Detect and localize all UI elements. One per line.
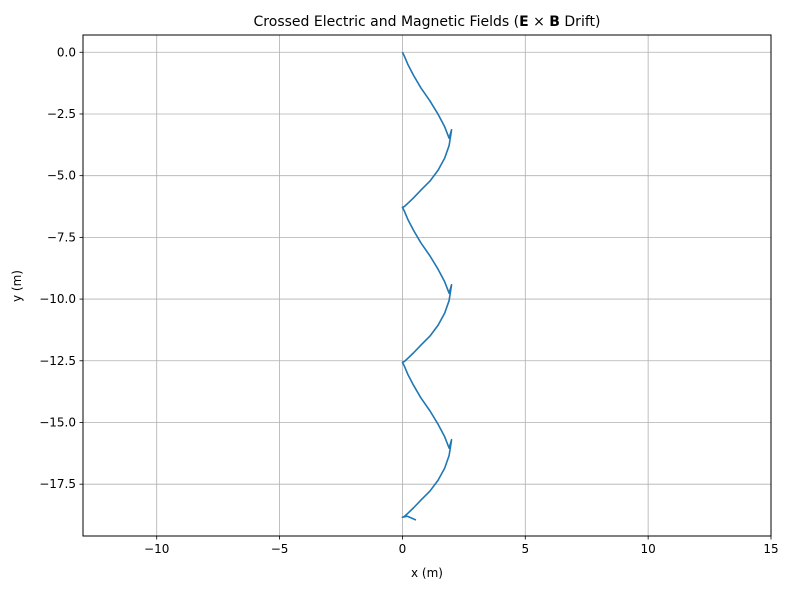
chart-title-b: B bbox=[549, 14, 560, 30]
y-axis-label: y (m) bbox=[10, 270, 24, 302]
x-tick-label: −10 bbox=[144, 542, 169, 556]
x-tick-label: 10 bbox=[641, 542, 656, 556]
chart-title-e: E bbox=[519, 14, 529, 30]
y-tick-label: −12.5 bbox=[39, 354, 76, 368]
y-tick-label: −5.0 bbox=[47, 169, 76, 183]
x-tick-label: −5 bbox=[271, 542, 289, 556]
x-axis: −10 −5 0 5 10 15 bbox=[144, 536, 779, 556]
x-axis-label: x (m) bbox=[411, 566, 443, 580]
y-tick-label: −10.0 bbox=[39, 292, 76, 306]
y-tick-label: −15.0 bbox=[39, 415, 76, 429]
chart-title-prefix: Crossed Electric and Magnetic Fields ( bbox=[254, 14, 520, 30]
y-tick-label: −7.5 bbox=[47, 230, 76, 244]
x-tick-label: 5 bbox=[521, 542, 529, 556]
x-tick-label: 0 bbox=[399, 542, 407, 556]
chart-title-suffix: Drift) bbox=[560, 14, 601, 30]
trajectory-line bbox=[401, 51, 453, 521]
y-tick-label: −2.5 bbox=[47, 107, 76, 121]
chart-title: Crossed Electric and Magnetic Fields (E … bbox=[254, 14, 601, 30]
x-tick-label: 15 bbox=[763, 542, 778, 556]
chart-title-times: × bbox=[529, 14, 550, 30]
y-axis: 0.0 −2.5 −5.0 −7.5 −10.0 −12.5 −15.0 −17.5 bbox=[39, 45, 83, 491]
y-tick-label: 0.0 bbox=[57, 45, 76, 59]
y-tick-label: −17.5 bbox=[39, 477, 76, 491]
plot-frame bbox=[82, 34, 772, 537]
data-series bbox=[401, 51, 453, 521]
